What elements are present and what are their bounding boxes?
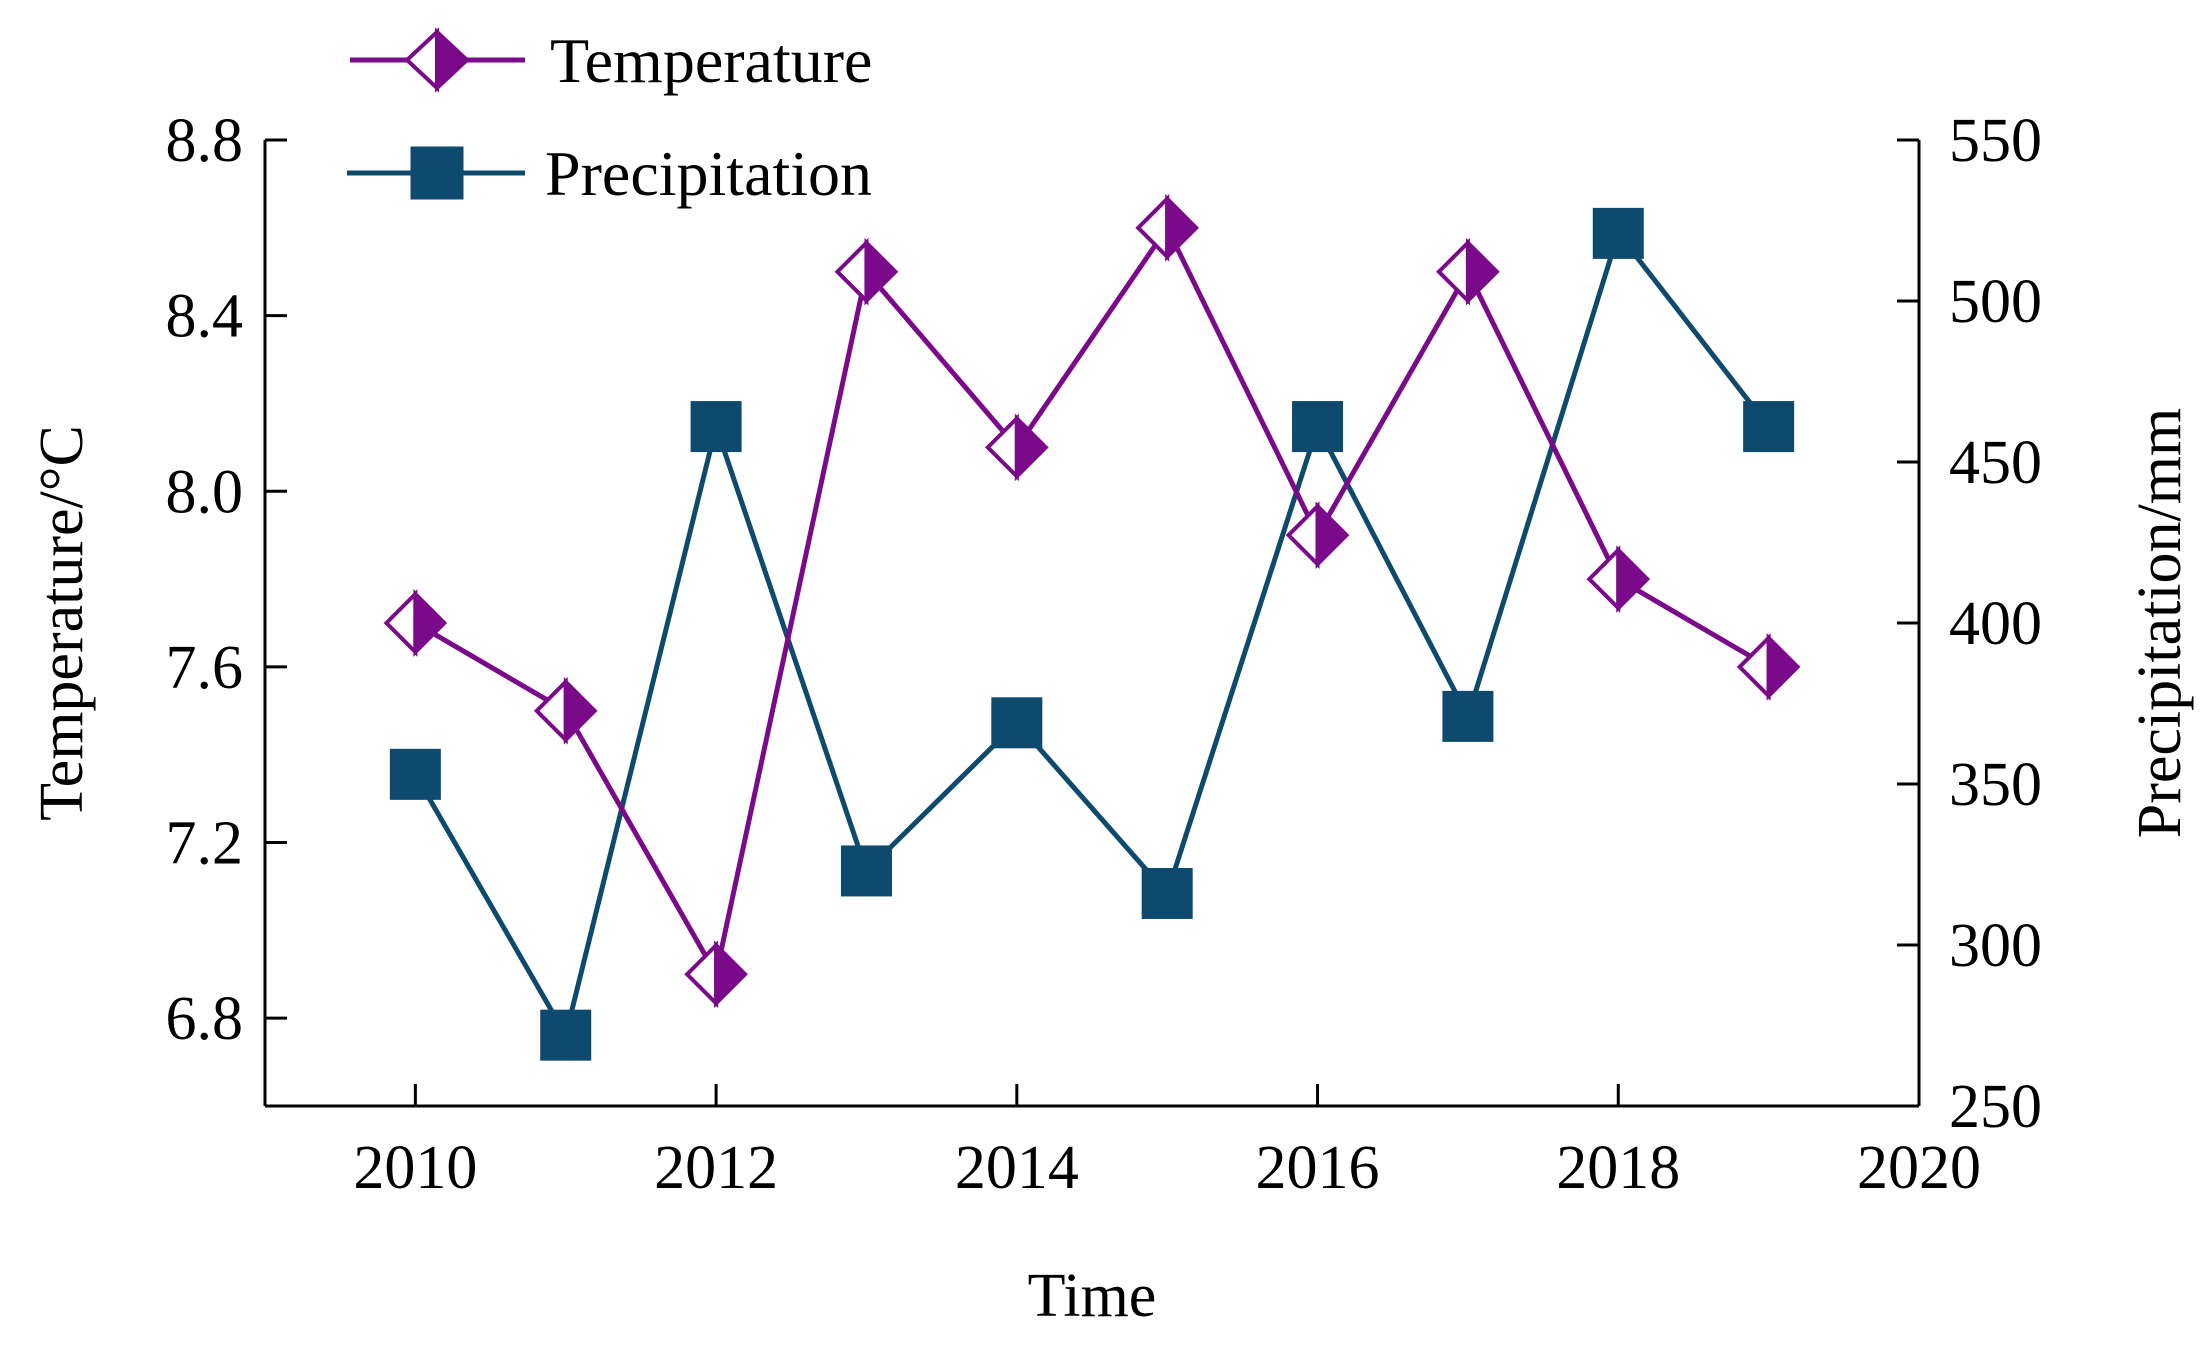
precipitation-point — [991, 697, 1043, 749]
x-tick-label: 2020 — [1857, 1134, 1981, 1202]
precipitation-point — [690, 401, 742, 453]
temperature-point-left-half — [1736, 633, 1771, 701]
temperature-series — [383, 193, 1801, 1009]
temperature-point — [834, 237, 899, 306]
right-y-tick-label: 300 — [1949, 912, 2042, 980]
x-axis-ticks: 2010 2012 2014 2016 2018 2020 — [353, 1084, 1981, 1202]
legend-temperature-label: Temperature — [550, 25, 872, 96]
temperature-point-right-half — [1014, 413, 1049, 482]
right-y-tick-label: 400 — [1949, 590, 2042, 658]
precipitation-point — [389, 748, 441, 800]
precipitation-series — [389, 207, 1795, 1061]
left-y-tick-label: 8.4 — [166, 283, 244, 351]
temperature-point-right-half — [714, 940, 748, 1009]
x-tick-label: 2010 — [353, 1134, 477, 1202]
temperature-point-right-half — [563, 676, 598, 745]
precipitation-point — [1592, 207, 1644, 259]
temperature-point-right-half — [1315, 501, 1350, 570]
precipitation-point — [1141, 867, 1193, 919]
temperature-point — [1436, 237, 1500, 306]
x-axis-title: Time — [1028, 1262, 1157, 1330]
temperature-point-left-half — [1586, 545, 1621, 613]
temperature-point — [1285, 501, 1350, 570]
plot-frame — [263, 140, 1921, 1108]
temperature-point — [984, 413, 1049, 482]
legend: Temperature Precipitation — [347, 25, 872, 209]
temperature-point-right-half — [1465, 237, 1500, 306]
temperature-line — [414, 225, 1770, 977]
temperature-point — [684, 940, 748, 1009]
right-y-tick-label: 550 — [1949, 107, 2042, 175]
temperature-point-left-half — [533, 676, 568, 745]
left-axis-ticks: 6.8 7.2 7.6 8.0 8.4 8.8 — [166, 107, 287, 1053]
x-tick-label: 2016 — [1256, 1134, 1380, 1202]
right-y-tick-label: 450 — [1949, 429, 2042, 497]
temperature-point — [533, 676, 598, 745]
temperature-point-left-half — [1436, 237, 1470, 306]
left-y-tick-label: 8.0 — [166, 458, 244, 526]
right-y-tick-label: 250 — [1949, 1073, 2042, 1141]
legend-precipitation-marker — [410, 146, 464, 200]
precipitation-point — [1442, 690, 1494, 742]
temperature-point — [383, 589, 448, 657]
temperature-point-left-half — [1285, 501, 1320, 570]
precipitation-point — [540, 1009, 592, 1061]
legend-item-temperature: Temperature — [350, 25, 872, 96]
temperature-point — [1736, 633, 1801, 701]
x-tick-label: 2018 — [1556, 1134, 1680, 1202]
temperature-point-right-half — [1165, 193, 1200, 262]
precipitation-point — [840, 845, 892, 897]
left-axis-title: Temperature/°C — [28, 425, 96, 821]
right-y-tick-label: 350 — [1949, 751, 2042, 819]
temperature-point-right-half — [1616, 545, 1651, 613]
left-y-tick-label: 7.2 — [166, 810, 244, 878]
temperature-point-right-half — [864, 237, 899, 306]
precipitation-line — [413, 230, 1771, 1038]
legend-item-precipitation: Precipitation — [347, 138, 872, 209]
left-y-tick-label: 6.8 — [166, 985, 244, 1053]
x-tick-label: 2012 — [654, 1134, 778, 1202]
right-axis-ticks: 250 300 350 400 450 500 550 — [1897, 107, 2042, 1141]
x-tick-label: 2014 — [955, 1134, 1079, 1202]
temperature-point — [1586, 545, 1651, 613]
temperature-point-left-half — [684, 940, 719, 1009]
precipitation-point — [1743, 401, 1795, 453]
left-y-tick-label: 8.8 — [166, 107, 244, 175]
legend-temperature-marker — [404, 27, 470, 93]
temperature-point-left-half — [383, 589, 418, 657]
right-axis-title: Precipitation/mm — [2126, 408, 2194, 839]
left-y-tick-label: 7.6 — [166, 634, 244, 702]
right-y-tick-label: 500 — [1949, 268, 2042, 336]
legend-precipitation-label: Precipitation — [545, 138, 872, 209]
temperature-point-right-half — [413, 589, 448, 657]
temperature-point-right-half — [1766, 633, 1801, 701]
temperature-point — [1135, 193, 1200, 262]
precipitation-point — [1292, 401, 1344, 453]
temperature-point-left-half — [834, 237, 869, 306]
